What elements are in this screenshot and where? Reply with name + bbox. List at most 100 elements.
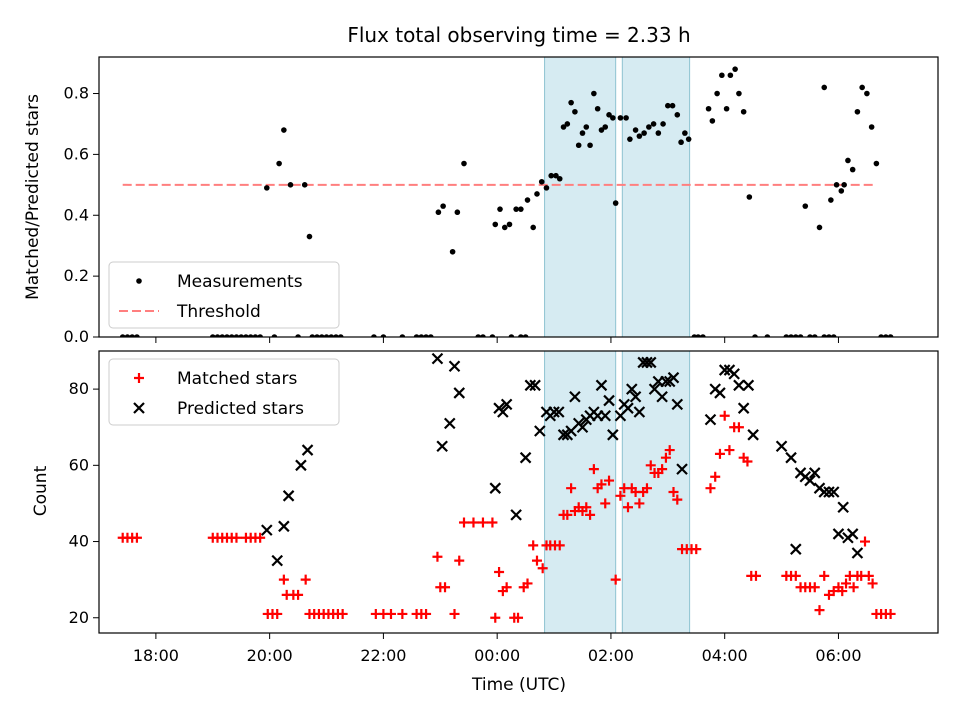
measurement-point (492, 221, 499, 228)
series-x (261, 352, 864, 567)
legend-label: Predicted stars (177, 399, 304, 419)
matched-star-point (719, 410, 730, 421)
measurement-point (119, 334, 126, 337)
measurement-point (674, 112, 681, 118)
predicted-star-point (846, 528, 859, 540)
measurement-point (449, 248, 456, 255)
measurement-point (650, 121, 657, 127)
measurement-point (243, 334, 249, 337)
matched-star-point (672, 494, 683, 505)
measurement-point (678, 139, 684, 146)
matched-star-point (562, 509, 573, 520)
measurement-point (508, 334, 515, 337)
measurement-point (134, 334, 140, 337)
measurement-point (591, 90, 597, 97)
measurement-point (736, 90, 742, 97)
measurement-point (480, 334, 486, 337)
measurement-point (864, 90, 870, 97)
predicted-star-point (818, 486, 831, 498)
predicted-star-point (660, 375, 672, 388)
measurement-point (548, 172, 555, 179)
measurement-point (418, 334, 425, 337)
measurement-point (617, 115, 624, 121)
measurement-point (524, 197, 531, 203)
matched-star-point (421, 608, 432, 619)
measurement-point (380, 334, 387, 337)
measurement-point (556, 175, 563, 182)
matched-star-point (615, 490, 626, 501)
measurement-point (518, 206, 524, 212)
measurement-point (838, 188, 845, 194)
measurement-point (583, 124, 590, 130)
measurement-point (224, 334, 230, 337)
predicted-star-point (737, 402, 750, 414)
measurement-point (792, 334, 799, 337)
measurement-point (602, 124, 609, 130)
legend-box (108, 358, 340, 426)
data-layer (117, 352, 896, 623)
y-tick-label: 20 (69, 608, 89, 627)
matched-star-point (885, 608, 896, 619)
measurement-point (247, 334, 254, 337)
plot-layer: 0.0 0.2 0.4 0.6 0.8 Measurements Threshold 20 40… (64, 56, 939, 665)
legend: Measurements Threshold (108, 261, 340, 329)
measurement-point (660, 121, 666, 127)
predicted-star-point (808, 467, 821, 479)
measurement-point (506, 221, 513, 228)
measurement-point (252, 334, 259, 337)
predicted-star-point (510, 509, 522, 521)
predicted-star-point (641, 356, 653, 369)
predicted-star-point (626, 383, 638, 395)
predicted-star-point (301, 444, 314, 456)
predicted-star-point (827, 486, 840, 498)
matched-star-point (691, 544, 702, 555)
matched-star-point (733, 422, 744, 433)
measurement-point (518, 334, 524, 337)
measurement-point (854, 108, 861, 115)
matched-star-point (531, 555, 542, 566)
matched-star-point (860, 536, 871, 547)
measurement-point (271, 334, 278, 337)
predicted-star-point (453, 387, 466, 399)
legend-marker (133, 402, 145, 414)
matched-star-point (490, 612, 501, 623)
measurement-point (816, 224, 823, 231)
matched-star-point (645, 460, 656, 471)
measurement-point (413, 334, 420, 337)
matched-star-point (790, 570, 801, 581)
measurement-point (669, 102, 676, 109)
measurement-point (399, 334, 406, 337)
predicted-star-point (548, 406, 560, 418)
predicted-star-point (823, 486, 835, 498)
matched-star-point (272, 608, 283, 619)
matched-star-point (432, 551, 443, 562)
matched-star-point (809, 582, 820, 593)
matched-star-point (596, 479, 607, 490)
measurement-point (845, 157, 851, 164)
predicted-star-point (553, 406, 565, 418)
bottom-y-axis-label: Count (31, 465, 51, 516)
predicted-star-point (742, 379, 755, 392)
matched-star-point (494, 567, 505, 578)
measurement-point (579, 130, 586, 136)
measurement-point (572, 108, 578, 115)
measurement-point (682, 130, 688, 136)
measurement-point (475, 334, 482, 337)
predicted-star-point (448, 360, 461, 373)
predicted-star-point (524, 379, 537, 392)
matched-star-point (440, 582, 451, 593)
predicted-star-point (500, 398, 513, 411)
x-tick-label: 00:00 (474, 646, 520, 665)
measurement-point (612, 200, 619, 206)
predicted-star-point (271, 554, 284, 567)
x-tick-label: 18:00 (133, 646, 179, 665)
predicted-star-point (775, 440, 788, 453)
measurement-point (328, 334, 335, 337)
predicted-star-point (534, 425, 546, 437)
measurement-point (821, 334, 828, 337)
matched-star-point (724, 445, 735, 456)
x-tick-label: 22:00 (360, 646, 406, 665)
predicted-star-point (728, 368, 740, 380)
measurement-point (841, 182, 847, 188)
